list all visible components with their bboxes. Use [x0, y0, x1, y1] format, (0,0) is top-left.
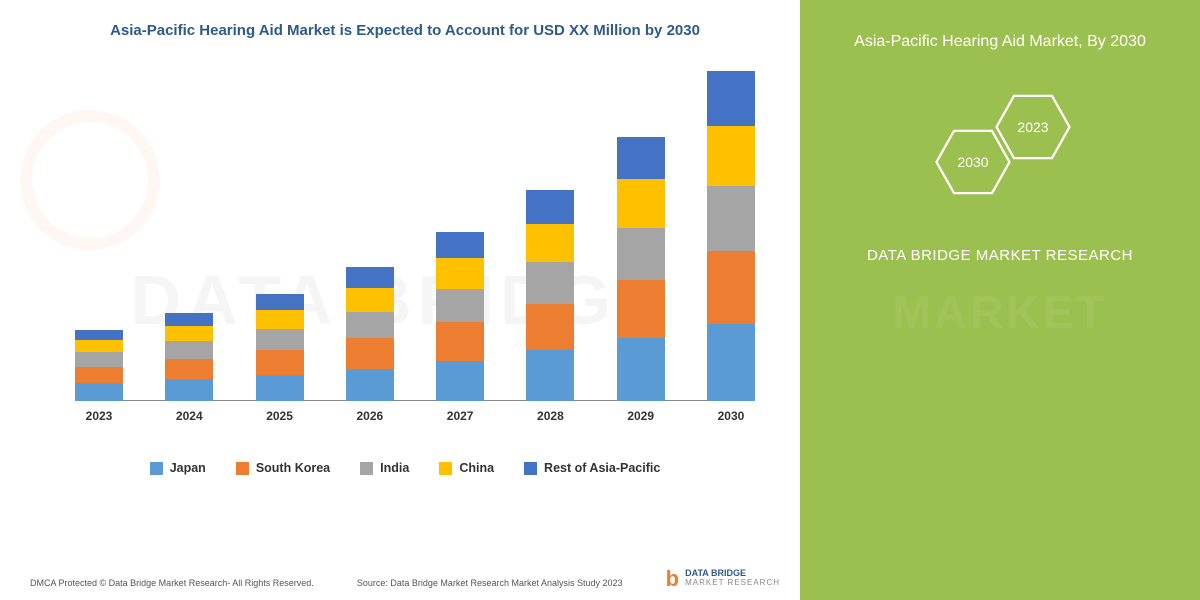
- seg-south-korea: [436, 322, 484, 360]
- logo-mark-icon: b: [666, 570, 679, 588]
- seg-japan: [346, 369, 394, 401]
- hex-badges: 2030 2023: [825, 94, 1175, 214]
- seg-south-korea: [165, 359, 213, 379]
- seg-india: [256, 329, 304, 350]
- legend-item-rest-of-asia-pacific: Rest of Asia-Pacific: [524, 461, 660, 475]
- seg-japan: [707, 324, 755, 401]
- bar-2028: 2028: [526, 190, 574, 401]
- seg-india: [617, 228, 665, 280]
- x-label: 2030: [707, 409, 755, 423]
- legend-label: South Korea: [256, 461, 330, 475]
- bar-2030: 2030: [707, 71, 755, 401]
- side-title: Asia-Pacific Hearing Aid Market, By 2030: [825, 30, 1175, 54]
- x-label: 2027: [436, 409, 484, 423]
- seg-china: [256, 310, 304, 329]
- seg-south-korea: [75, 367, 123, 383]
- seg-india: [526, 262, 574, 304]
- seg-rest-of-asia-pacific: [346, 267, 394, 287]
- seg-rest-of-asia-pacific: [256, 294, 304, 310]
- legend-label: India: [380, 461, 409, 475]
- seg-south-korea: [526, 304, 574, 351]
- seg-china: [75, 340, 123, 352]
- seg-japan: [165, 379, 213, 401]
- seg-india: [75, 352, 123, 366]
- seg-japan: [526, 350, 574, 401]
- legend-swatch: [150, 462, 163, 475]
- legend-label: Japan: [170, 461, 206, 475]
- legend-item-japan: Japan: [150, 461, 206, 475]
- bar-2026: 2026: [346, 267, 394, 401]
- bar-2023: 2023: [75, 330, 123, 401]
- footer: DMCA Protected © Data Bridge Market Rese…: [30, 569, 780, 588]
- x-label: 2029: [617, 409, 665, 423]
- seg-china: [346, 288, 394, 312]
- legend-item-south-korea: South Korea: [236, 461, 330, 475]
- seg-japan: [75, 383, 123, 401]
- bar-2024: 2024: [165, 313, 213, 401]
- research-label: DATA BRIDGE MARKET RESEARCH: [825, 244, 1175, 268]
- seg-south-korea: [707, 251, 755, 324]
- seg-china: [707, 126, 755, 187]
- dmca-text: DMCA Protected © Data Bridge Market Rese…: [30, 578, 314, 588]
- source-text: Source: Data Bridge Market Research Mark…: [357, 578, 623, 588]
- seg-japan: [617, 338, 665, 401]
- seg-south-korea: [256, 350, 304, 374]
- bar-2025: 2025: [256, 294, 304, 401]
- seg-china: [165, 326, 213, 341]
- seg-south-korea: [346, 338, 394, 368]
- seg-rest-of-asia-pacific: [707, 71, 755, 126]
- seg-india: [346, 312, 394, 338]
- hex-2023: 2023: [995, 94, 1071, 160]
- logo-sub: MARKET RESEARCH: [685, 579, 780, 588]
- legend-label: China: [459, 461, 494, 475]
- seg-china: [436, 258, 484, 288]
- seg-rest-of-asia-pacific: [165, 313, 213, 326]
- watermark-text-right: MARKET: [893, 285, 1108, 339]
- legend-item-india: India: [360, 461, 409, 475]
- legend-swatch: [236, 462, 249, 475]
- hex-2030-label: 2030: [957, 154, 988, 170]
- bar-2027: 2027: [436, 232, 484, 401]
- side-panel: MARKET Asia-Pacific Hearing Aid Market, …: [800, 0, 1200, 600]
- seg-india: [707, 186, 755, 251]
- x-label: 2028: [526, 409, 574, 423]
- hex-2023-label: 2023: [1017, 119, 1048, 135]
- legend-swatch: [360, 462, 373, 475]
- seg-china: [617, 179, 665, 228]
- seg-rest-of-asia-pacific: [75, 330, 123, 340]
- seg-china: [526, 224, 574, 262]
- legend-label: Rest of Asia-Pacific: [544, 461, 660, 475]
- seg-india: [436, 289, 484, 322]
- chart-title: Asia-Pacific Hearing Aid Market is Expec…: [30, 20, 780, 41]
- seg-rest-of-asia-pacific: [617, 137, 665, 180]
- seg-south-korea: [617, 280, 665, 339]
- chart-area: 2023 2024 2025 2026 2027 2028 2029 2030: [45, 51, 765, 431]
- seg-india: [165, 341, 213, 358]
- seg-rest-of-asia-pacific: [526, 190, 574, 223]
- x-label: 2026: [346, 409, 394, 423]
- legend-item-china: China: [439, 461, 494, 475]
- seg-japan: [256, 375, 304, 401]
- x-label: 2023: [75, 409, 123, 423]
- seg-japan: [436, 361, 484, 401]
- legend-swatch: [524, 462, 537, 475]
- legend: Japan South Korea India China Rest of Asia-P…: [30, 461, 780, 475]
- x-label: 2025: [256, 409, 304, 423]
- bars-container: 2023 2024 2025 2026 2027 2028 2029 2030: [75, 71, 755, 401]
- bar-2029: 2029: [617, 137, 665, 401]
- x-label: 2024: [165, 409, 213, 423]
- legend-swatch: [439, 462, 452, 475]
- seg-rest-of-asia-pacific: [436, 232, 484, 258]
- chart-panel: DATA BRIDGE Asia-Pacific Hearing Aid Mar…: [0, 0, 800, 600]
- brand-logo: b DATA BRIDGE MARKET RESEARCH: [666, 569, 780, 588]
